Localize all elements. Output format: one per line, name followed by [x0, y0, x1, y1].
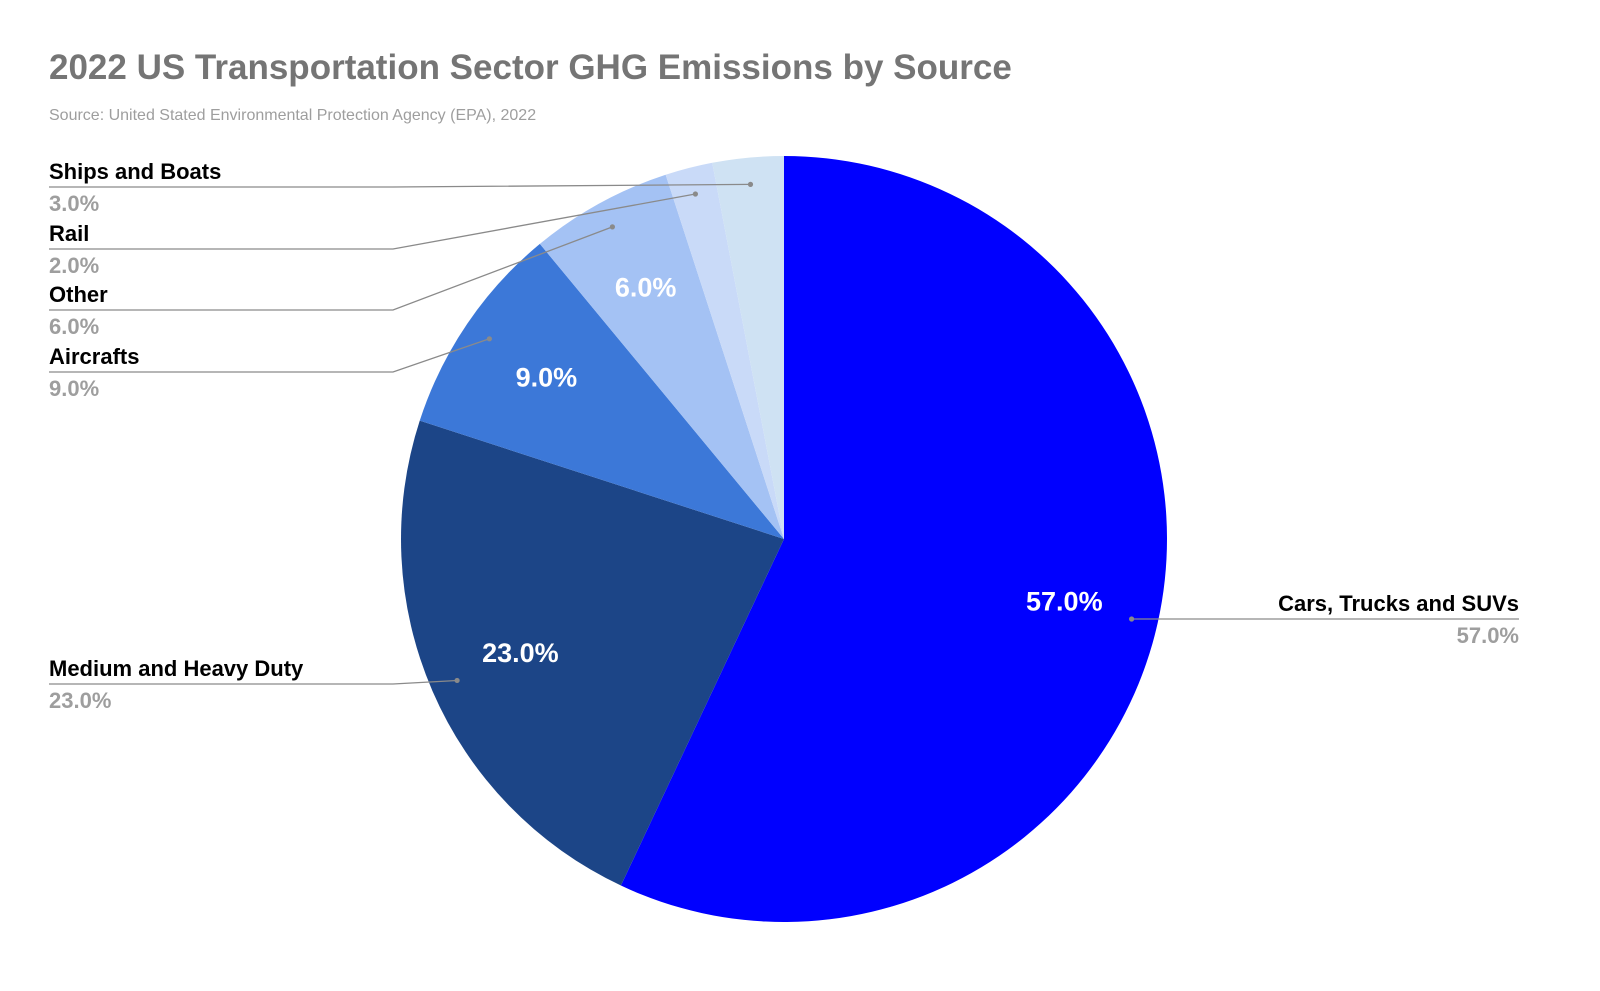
leader-line-other — [49, 226, 613, 311]
legend-name-medium-and-heavy-duty: Medium and Heavy Duty — [49, 656, 304, 681]
chart-title: 2022 US Transportation Sector GHG Emissi… — [49, 48, 1012, 87]
slice-label-cars-trucks-and-suvs: 57.0% — [1026, 587, 1103, 617]
legend-name-ships-and-boats: Ships and Boats — [49, 159, 221, 184]
leader-dot-ships-and-boats — [747, 181, 754, 187]
leader-dot-other — [609, 224, 616, 230]
leader-line-ships-and-boats — [49, 183, 751, 188]
leader-dot-aircrafts — [486, 336, 492, 342]
slice-rail — [665, 162, 784, 539]
legend-name-aircrafts: Aircrafts — [49, 344, 139, 369]
legend-value-rail: 2.0% — [49, 253, 99, 278]
slice-other — [539, 174, 784, 539]
legend-value-cars-trucks-and-suvs: 57.0% — [1457, 623, 1519, 648]
slice-label-medium-and-heavy-duty: 23.0% — [482, 638, 559, 668]
legend-name-rail: Rail — [49, 221, 89, 246]
leader-dot-cars-trucks-and-suvs — [1129, 616, 1135, 622]
legend-value-medium-and-heavy-duty: 23.0% — [49, 688, 111, 713]
leader-dot-medium-and-heavy-duty — [454, 677, 460, 684]
slice-label-aircrafts: 9.0% — [516, 363, 578, 393]
legend-value-ships-and-boats: 3.0% — [49, 191, 99, 216]
slice-aircrafts — [419, 243, 784, 539]
legend-value-aircrafts: 9.0% — [49, 376, 99, 401]
leader-line-aircrafts — [49, 338, 490, 373]
slice-label-other: 6.0% — [615, 272, 677, 302]
slice-labels: 57.0% 23.0% 9.0% 6.0% — [482, 272, 1102, 668]
leader-lines — [49, 181, 1519, 685]
legend-labels: Cars, Trucks and SUVs 57.0% Medium and Hea… — [49, 159, 1519, 713]
chart-subtitle: Source: United Stated Environmental Prot… — [49, 107, 537, 124]
leader-dot-rail — [692, 191, 699, 197]
leader-line-rail — [49, 193, 696, 250]
pie-slices — [401, 156, 1168, 922]
slice-cars-trucks-and-suvs — [620, 156, 1168, 922]
leader-line-medium-and-heavy-duty — [49, 679, 458, 685]
legend-name-cars-trucks-and-suvs: Cars, Trucks and SUVs — [1278, 591, 1519, 616]
legend-name-other: Other — [49, 282, 108, 307]
legend-value-other: 6.0% — [49, 314, 99, 339]
slice-medium-and-heavy-duty — [401, 420, 784, 886]
slice-ships-and-boats — [712, 156, 784, 539]
